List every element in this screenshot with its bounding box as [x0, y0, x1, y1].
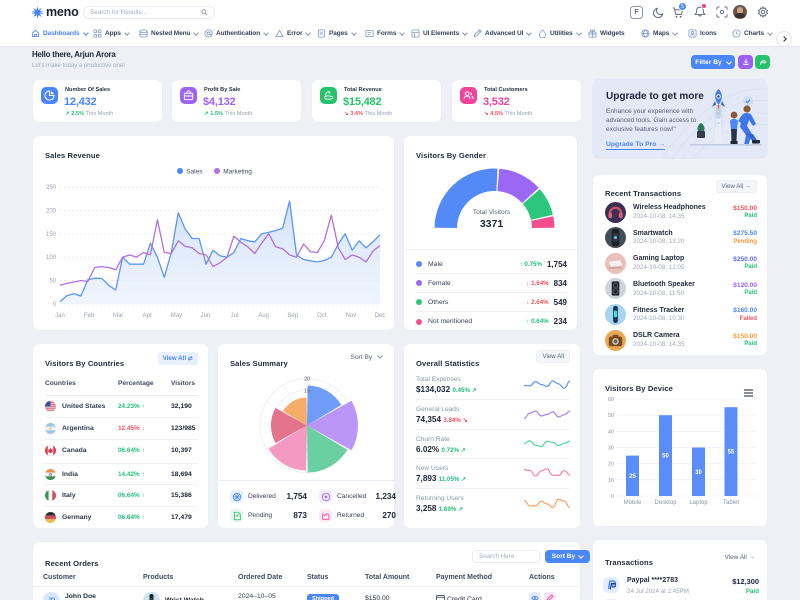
- svg-text:Mar: Mar: [113, 313, 123, 319]
- svg-text:50: 50: [662, 454, 669, 460]
- svg-text:Jul: Jul: [231, 313, 239, 319]
- svg-text:30: 30: [695, 470, 702, 476]
- svg-text:25: 25: [629, 474, 636, 480]
- svg-text:150: 150: [46, 232, 57, 238]
- svg-text:Nov: Nov: [346, 313, 357, 319]
- svg-text:Oct: Oct: [317, 313, 327, 319]
- svg-text:Apr: Apr: [143, 313, 152, 319]
- svg-text:Laptop: Laptop: [689, 500, 708, 506]
- svg-text:Feb: Feb: [84, 313, 95, 319]
- svg-text:0: 0: [53, 302, 57, 308]
- svg-text:30: 30: [608, 446, 614, 452]
- svg-text:Mobile: Mobile: [624, 500, 642, 506]
- svg-text:20: 20: [304, 377, 310, 383]
- svg-text:Jun: Jun: [201, 313, 211, 319]
- svg-text:0: 0: [611, 494, 614, 500]
- svg-text:15: 15: [304, 388, 310, 394]
- svg-text:50: 50: [49, 279, 56, 285]
- svg-text:20: 20: [608, 462, 614, 468]
- svg-text:55: 55: [728, 450, 735, 456]
- svg-text:50: 50: [608, 413, 614, 419]
- svg-text:Dec: Dec: [375, 313, 386, 319]
- svg-text:200: 200: [46, 208, 57, 214]
- svg-text:Tablet: Tablet: [723, 500, 739, 506]
- svg-text:60: 60: [608, 397, 614, 403]
- svg-text:Sep: Sep: [287, 313, 298, 319]
- svg-text:40: 40: [608, 429, 614, 435]
- svg-text:250: 250: [46, 185, 57, 191]
- svg-text:Desktop: Desktop: [654, 500, 677, 506]
- svg-text:10: 10: [608, 478, 614, 484]
- svg-text:Jan: Jan: [55, 313, 65, 319]
- svg-text:May: May: [171, 313, 182, 319]
- svg-text:Aug: Aug: [258, 313, 269, 319]
- svg-text:100: 100: [46, 255, 57, 261]
